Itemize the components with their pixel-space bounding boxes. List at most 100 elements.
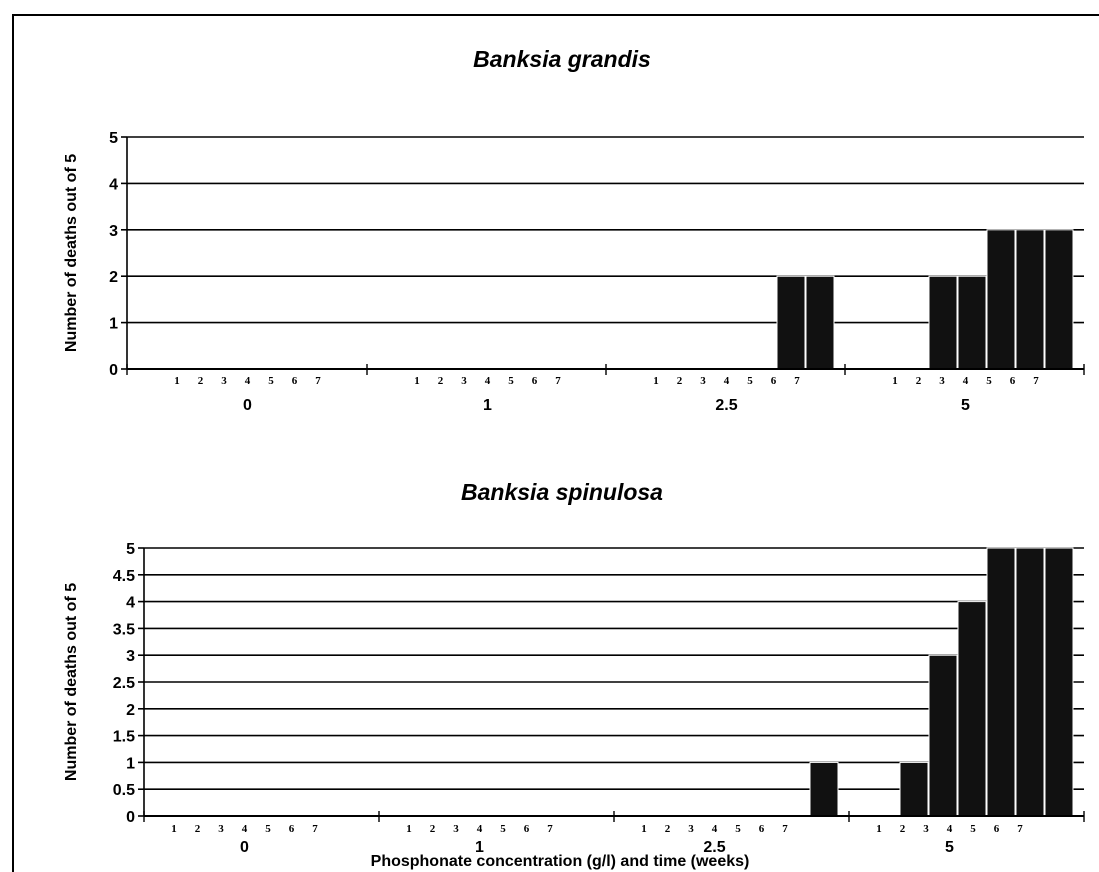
week-tick-label: 7	[555, 375, 561, 387]
week-tick-label: 4	[485, 375, 491, 387]
y-tick-label: 1	[109, 316, 118, 333]
week-tick-label: 3	[221, 375, 227, 387]
week-tick-label: 1	[641, 823, 647, 835]
week-tick-label: 4	[477, 823, 483, 835]
week-tick-label: 2	[916, 375, 922, 387]
bar	[1015, 229, 1045, 370]
bar	[1044, 547, 1074, 817]
week-tick-label: 6	[532, 375, 538, 387]
week-tick-label: 5	[970, 823, 976, 835]
week-tick-label: 3	[218, 823, 224, 835]
y-tick-label: 3	[109, 223, 118, 240]
week-tick-label: 1	[414, 375, 420, 387]
week-tick-label: 6	[1010, 375, 1016, 387]
week-tick-label: 7	[315, 375, 321, 387]
week-tick-label: 7	[782, 823, 788, 835]
week-tick-label: 2	[900, 823, 906, 835]
bar	[776, 275, 806, 370]
y-tick-label: 3	[126, 648, 135, 665]
week-tick-label: 6	[289, 823, 295, 835]
week-tick-label: 1	[406, 823, 412, 835]
week-tick-label: 7	[1033, 375, 1039, 387]
week-tick-label: 6	[994, 823, 1000, 835]
week-tick-label: 2	[198, 375, 204, 387]
y-tick-label: 3.5	[113, 621, 135, 638]
week-tick-label: 3	[939, 375, 945, 387]
week-tick-label: 4	[712, 823, 718, 835]
week-tick-label: 5	[500, 823, 506, 835]
figure-frame	[12, 14, 1099, 872]
x-axis-label: Phosphonate concentration (g/l) and time…	[371, 853, 750, 870]
week-tick-label: 1	[876, 823, 882, 835]
y-axis-label: Number of deaths out of 5	[63, 583, 80, 781]
bar	[928, 275, 958, 370]
concentration-label: 0	[243, 397, 252, 414]
week-tick-label: 2	[438, 375, 444, 387]
y-tick-label: 5	[109, 130, 118, 147]
bar	[1044, 229, 1074, 370]
week-tick-label: 1	[892, 375, 898, 387]
y-tick-label: 0	[126, 809, 135, 826]
week-tick-label: 6	[292, 375, 298, 387]
week-tick-label: 4	[947, 823, 953, 835]
y-tick-label: 4.5	[113, 568, 135, 585]
y-tick-label: 0.5	[113, 782, 135, 799]
concentration-label: 0	[240, 839, 249, 856]
y-tick-label: 2.5	[113, 675, 135, 692]
concentration-label: 1	[483, 397, 492, 414]
week-tick-label: 3	[923, 823, 929, 835]
chart-title: Banksia grandis	[473, 46, 651, 72]
week-tick-label: 5	[265, 823, 271, 835]
week-tick-label: 4	[242, 823, 248, 835]
week-tick-label: 2	[665, 823, 671, 835]
week-tick-label: 7	[547, 823, 553, 835]
concentration-label: 2.5	[703, 839, 725, 856]
week-tick-label: 2	[430, 823, 436, 835]
y-tick-label: 4	[109, 176, 118, 193]
chart-panel-2: Banksia spinulosa Number of deaths out of…	[63, 479, 1085, 870]
concentration-label: 5	[961, 397, 970, 414]
week-tick-label: 1	[174, 375, 180, 387]
y-tick-label: 1	[126, 755, 135, 772]
y-tick-label: 2	[109, 269, 118, 286]
y-axis-label: Number of deaths out of 5	[63, 154, 80, 352]
week-tick-label: 3	[688, 823, 694, 835]
chart-title: Banksia spinulosa	[461, 479, 663, 505]
week-tick-label: 4	[724, 375, 730, 387]
bar	[928, 654, 958, 817]
week-tick-label: 6	[759, 823, 765, 835]
bar	[986, 229, 1016, 370]
y-tick-label: 1.5	[113, 729, 135, 746]
week-tick-label: 3	[700, 375, 706, 387]
week-tick-label: 5	[508, 375, 514, 387]
bar	[957, 275, 987, 370]
y-tick-label: 2	[126, 702, 135, 719]
bar	[1015, 547, 1045, 817]
concentration-label: 2.5	[715, 397, 737, 414]
chart-panel-1: Banksia grandis Number of deaths out of 5…	[63, 46, 1085, 414]
week-tick-label: 4	[963, 375, 969, 387]
week-tick-label: 5	[986, 375, 992, 387]
week-tick-label: 1	[653, 375, 659, 387]
bar	[986, 547, 1016, 817]
concentration-label: 1	[475, 839, 484, 856]
week-tick-label: 5	[735, 823, 741, 835]
week-tick-label: 7	[1017, 823, 1023, 835]
week-tick-label: 5	[268, 375, 274, 387]
bar	[809, 761, 839, 817]
concentration-label: 5	[945, 839, 954, 856]
week-tick-label: 2	[677, 375, 683, 387]
week-tick-label: 3	[461, 375, 467, 387]
week-tick-label: 2	[195, 823, 201, 835]
y-tick-label: 4	[126, 595, 135, 612]
week-tick-label: 3	[453, 823, 459, 835]
bar	[899, 761, 929, 817]
y-tick-label: 5	[126, 541, 135, 558]
week-tick-label: 7	[794, 375, 800, 387]
bar	[957, 601, 987, 817]
week-tick-label: 4	[245, 375, 251, 387]
week-tick-label: 6	[524, 823, 530, 835]
week-tick-label: 1	[171, 823, 177, 835]
week-tick-label: 6	[771, 375, 777, 387]
